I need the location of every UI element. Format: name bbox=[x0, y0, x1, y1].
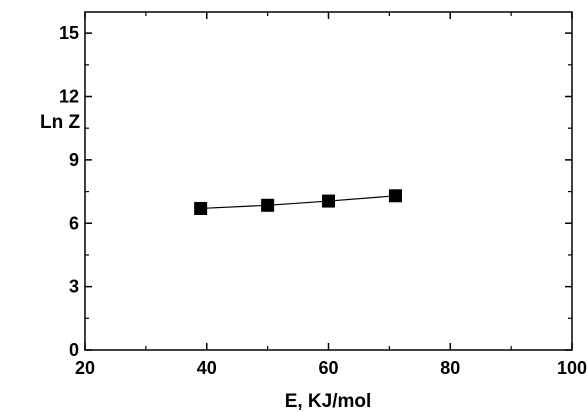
y-tick-label: 15 bbox=[59, 23, 79, 43]
x-tick-label: 100 bbox=[557, 358, 587, 378]
y-tick-label: 9 bbox=[69, 150, 79, 170]
data-point-marker bbox=[322, 194, 335, 208]
x-tick-label: 40 bbox=[197, 358, 217, 378]
y-axis-label: Ln Z bbox=[40, 112, 80, 133]
x-axis-label: E, KJ/mol bbox=[285, 391, 372, 412]
y-tick-label: 3 bbox=[69, 277, 79, 297]
x-tick-label: 60 bbox=[318, 358, 338, 378]
data-point-marker bbox=[261, 198, 275, 212]
y-tick-label: 12 bbox=[59, 87, 79, 107]
y-tick-label: 6 bbox=[69, 213, 79, 233]
ticks-layer: 20 40 60 80 100 0 3 6 9 12 15 bbox=[59, 12, 587, 378]
x-tick-label: 80 bbox=[440, 358, 460, 378]
x-tick-label: 20 bbox=[75, 358, 95, 378]
series-line bbox=[200, 195, 396, 210]
data-point-marker bbox=[194, 201, 208, 215]
plot-frame bbox=[84, 11, 573, 351]
data-layer bbox=[194, 189, 402, 215]
y-tick-label: 0 bbox=[69, 340, 79, 360]
data-point-marker bbox=[388, 189, 402, 203]
